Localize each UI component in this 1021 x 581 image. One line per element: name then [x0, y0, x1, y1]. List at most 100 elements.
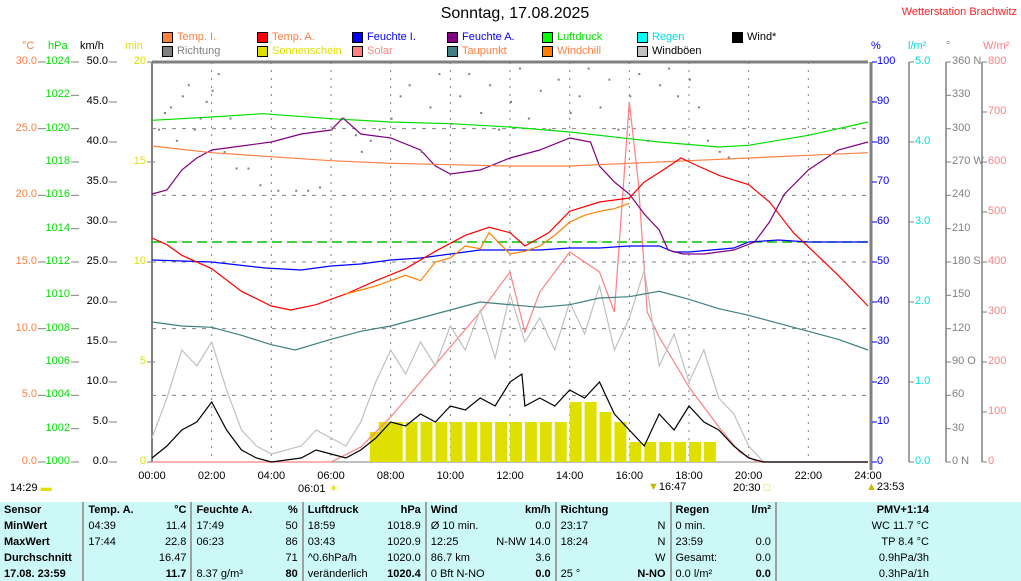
table-cell: 71 [263, 550, 304, 566]
legend-swatch [542, 31, 553, 43]
legend-label: Feuchte I. [367, 31, 416, 43]
sunset-square-icon: □ [763, 482, 771, 494]
legend-swatch [257, 45, 268, 57]
x-tick-label: 10:00 [436, 470, 465, 482]
table-cell: 1020.0 [377, 550, 427, 566]
direction-dot [259, 184, 262, 187]
sunshine-bar [689, 442, 701, 462]
axis-tick-label-kmh: 20.0 [86, 295, 108, 307]
axis-tick-label-hpa: 1000 [45, 455, 70, 467]
sunset-label: 20:30 [733, 482, 761, 494]
direction-dot [342, 117, 345, 120]
axis-tick-label-hpa: 1008 [45, 321, 70, 334]
table-cell: 0.9hPa/3h [878, 552, 929, 564]
direction-dot [480, 112, 483, 114]
sunshine-bar [465, 422, 478, 462]
series-line-feuchte-i- [151, 239, 868, 271]
legend-item: Regen [637, 31, 684, 43]
direction-dot [608, 78, 611, 81]
axis-tick-label-wm2: 600 [988, 155, 1007, 167]
table-cell [191, 550, 263, 566]
axis-tick-label-rain: 3.0 [915, 215, 931, 227]
axis-tick-label-kmh: 45.0 [86, 95, 108, 107]
direction-dot [229, 117, 232, 120]
direction-dot [163, 112, 166, 114]
series-line-feuchte-a- [151, 117, 869, 255]
table-cell: 86.7 km [430, 552, 470, 564]
direction-dot [438, 73, 441, 76]
axis-tick-label-pct: 70 [877, 175, 890, 187]
direction-dot [706, 139, 709, 142]
moonrise-label: 16:47 [658, 481, 687, 493]
axis-tick-label-pct: 10 [877, 415, 890, 427]
direction-dot [429, 106, 432, 109]
axis-tick-label-kmh: 35.0 [86, 175, 108, 187]
x-tick-label: 02:00 [197, 470, 226, 482]
direction-dot [277, 189, 280, 192]
axis-tick-label-kmh: 50.0 [86, 55, 108, 67]
table-cell: MaxWert [0, 534, 85, 550]
legend-label: Sonnenschein [272, 45, 342, 57]
sunshine-bar [584, 402, 597, 462]
table-cell: 0.0 [491, 518, 557, 534]
direction-dot [295, 189, 298, 192]
chart-svg [38, 60, 987, 470]
table-cell: 0.0 l/m² [675, 568, 713, 580]
axis-unit-pct: % [871, 40, 881, 52]
x-tick-label: 22:00 [794, 470, 823, 482]
series-line-temp-a- [151, 157, 869, 311]
table-header-cell: Richtung [560, 504, 609, 516]
axis-unit-min: min [125, 40, 143, 52]
axis-tick-label-kmh: 5.0 [92, 415, 108, 427]
sun-hours-label: 14:29 [10, 482, 38, 494]
axis-tick-label-kmh: 40.0 [86, 135, 108, 147]
direction-dot [331, 128, 333, 131]
table-cell: N [618, 534, 672, 550]
axis-tick-label-hpa: 1024 [45, 55, 70, 67]
table-cell: 86 [263, 534, 304, 550]
legend-label: Windchill [557, 45, 602, 57]
direction-dot [211, 89, 214, 92]
table-cell: 0.0 [730, 534, 777, 550]
direction-dot [659, 84, 662, 87]
sunshine-bar [614, 422, 627, 462]
table-cell: 16.47 [145, 550, 193, 566]
direction-dot [354, 134, 357, 137]
sunshine-bar [420, 422, 433, 462]
axis-tick-label-min: 10 [133, 255, 146, 267]
sunrise-label: 06:01 [298, 483, 326, 495]
x-tick-label: 24:00 [854, 470, 882, 482]
axis-unit-wm2: W/m² [983, 40, 1010, 52]
direction-dot [235, 167, 238, 170]
axis-tick-label-hpa: 1006 [45, 355, 70, 367]
axis-tick-label-hpa: 1018 [45, 155, 70, 167]
table-header-cell: Regen [675, 504, 710, 516]
legend-label: Richtung [177, 45, 221, 57]
table-header-cell: Sensor [0, 502, 85, 518]
table-cell [83, 566, 145, 581]
direction-dot [578, 95, 581, 98]
direction-dot [599, 106, 602, 109]
table-cell: 18:59 [307, 520, 336, 532]
x-tick-label: 00:00 [138, 470, 166, 482]
legend-item: Taupunkt [447, 45, 507, 57]
table-cell: 1020.4 [377, 566, 427, 581]
legend-swatch [162, 31, 173, 43]
axis-tick-label-temp: 25.0 [15, 121, 37, 134]
axis-tick-label-wm2: 400 [988, 255, 1007, 267]
table-row: 17.08. 23:59 11.7 8.37 g/m³ 80 veränderlich 1… [0, 566, 1021, 581]
table-cell: 12:25 [430, 536, 459, 548]
sunshine-bar [703, 442, 716, 462]
table-cell: 11.4 [145, 518, 193, 534]
table-row: MinWert 04:39 11.4 17:49 50 18:59 1018.9 Ø 10 m… [0, 518, 1021, 534]
x-tick-label: 14:00 [555, 470, 584, 482]
legend-item: Richtung [162, 45, 220, 57]
table-cell: 3.6 [491, 550, 557, 566]
direction-dot [510, 100, 512, 103]
legend-swatch [637, 45, 648, 57]
sunshine-bar [405, 422, 418, 462]
axis-tick-label-rain: 0.0 [915, 455, 931, 467]
table-cell: 03:43 [307, 536, 336, 548]
axis-unit-kmh: km/h [80, 40, 104, 52]
